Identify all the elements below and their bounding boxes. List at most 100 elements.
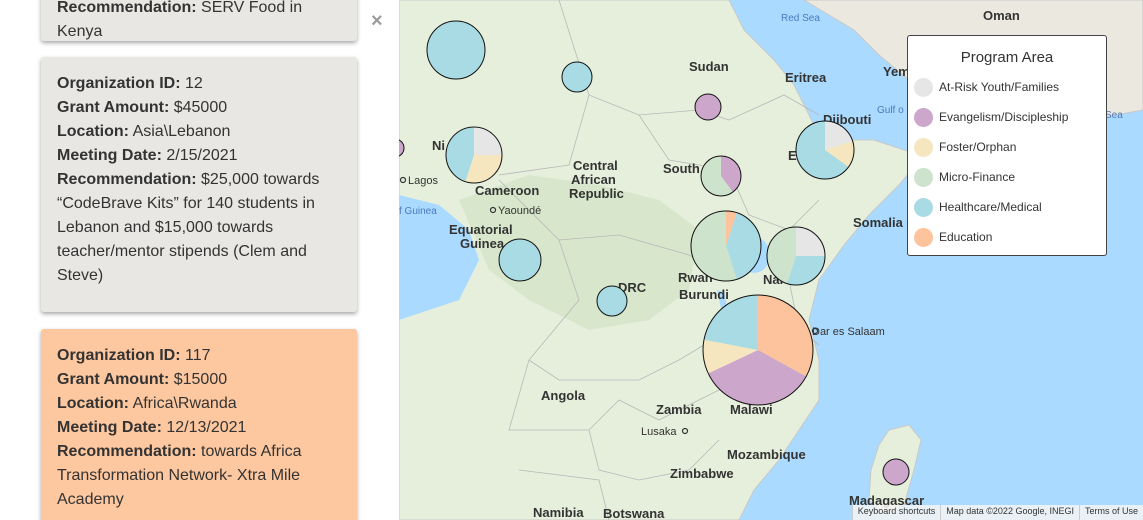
grant-pie-marker[interactable] [694, 93, 722, 121]
grant-card-selected[interactable]: Organization ID: 117 Grant Amount: $1500… [41, 329, 357, 520]
grant-pie-marker[interactable] [702, 294, 814, 406]
legend-item-foster: Foster/Orphan [908, 132, 1106, 162]
label-angola: Angola [541, 388, 586, 403]
label-car-3: Republic [569, 186, 624, 201]
pie-slice [721, 156, 742, 193]
grant-amount-row: Grant Amount: $45000 [57, 96, 341, 120]
forest-region [459, 175, 699, 330]
label-burundi: Burundi [679, 287, 729, 302]
city-dot-dar-es-salaam [811, 327, 819, 335]
recommendation-label: Recommendation: [57, 171, 197, 188]
label-madagascar: Madagascar [849, 493, 924, 508]
meeting-date-row: Meeting Date: 12/13/2021 [57, 416, 341, 440]
label-botswana: Botswana [603, 506, 665, 520]
pie-outline [561, 61, 593, 93]
grant-pie-marker[interactable] [426, 20, 486, 80]
legend-label: Evangelism/Discipleship [939, 110, 1069, 124]
recommendation-value: towards Africa Transformation Network- X… [57, 443, 302, 508]
pie-slice [726, 212, 761, 280]
org-id-label: Organization ID: [57, 75, 181, 92]
legend-title: Program Area [960, 49, 1054, 66]
label-cameroon: Cameroon [475, 183, 539, 198]
meeting-date-row: Meeting Date: 2/15/2021 [57, 144, 341, 168]
legend-swatch [914, 137, 933, 157]
pie-slice [446, 127, 474, 182]
meeting-date-label: Meeting Date: [57, 419, 162, 436]
label-mozambique: Mozambique [727, 447, 806, 462]
legend-swatch [914, 77, 933, 97]
grant-card[interactable]: Organization ID: 12 Grant Amount: $45000… [41, 57, 357, 312]
grant-markers[interactable] [399, 20, 910, 486]
org-id-value: 12 [185, 75, 203, 92]
city-dot-lagos [399, 176, 407, 184]
grant-pie-marker[interactable] [399, 139, 405, 157]
grant-pie-marker[interactable] [766, 226, 826, 286]
grant-pie-marker[interactable] [561, 61, 593, 93]
location-label: Location: [57, 395, 129, 412]
legend-swatch [914, 197, 933, 217]
pie-outline [694, 93, 722, 121]
pie-slice [695, 94, 721, 120]
location-value: Africa\Rwanda [132, 395, 237, 412]
label-ethiopia: E [788, 148, 797, 163]
pie-slice [499, 239, 541, 281]
keyboard-shortcuts-link[interactable]: Keyboard shortcuts [851, 505, 941, 520]
label-arabian-sea: Sea [1105, 110, 1123, 121]
grant-pie-marker[interactable] [700, 155, 742, 197]
label-car-1: Central [573, 158, 618, 173]
grant-pie-marker[interactable] [445, 126, 503, 184]
map-data-credit: Map data ©2022 Google, INEGI [940, 505, 1079, 520]
label-south-sudan: South [663, 161, 700, 176]
pie-outline [690, 210, 762, 282]
legend-swatch [914, 167, 933, 187]
label-lagos: Lagos [408, 175, 438, 187]
pie-slice [474, 127, 502, 155]
legend-item-education: Education [908, 222, 1106, 252]
label-gulf-of-guinea: f Guinea [399, 206, 437, 217]
meeting-date-label: Meeting Date: [57, 147, 162, 164]
pie-outline [700, 155, 742, 197]
gulf-of-guinea [399, 195, 479, 320]
recommendation-row: Recommendation: towards Africa Transform… [57, 440, 341, 512]
meeting-date-value: 12/13/2021 [166, 419, 247, 436]
label-malawi: Malawi [730, 402, 773, 417]
grant-card[interactable]: Recommendation: SERV Food in Kenya [41, 0, 357, 41]
label-car-2: African [571, 172, 616, 187]
terms-of-use-link[interactable]: Terms of Use [1078, 505, 1143, 520]
map-attribution: Keyboard shortcuts Map data ©2022 Google… [851, 505, 1143, 520]
grant-pie-marker[interactable] [795, 120, 855, 180]
recommendation-label: Recommendation: [57, 443, 197, 460]
pie-slice [883, 459, 909, 485]
program-area-legend: Program Area At-Risk Youth/Families Evan… [907, 35, 1107, 256]
recommendation-label: Recommendation: [57, 0, 197, 16]
pie-outline [399, 139, 405, 157]
pie-outline [702, 294, 814, 406]
grant-pie-marker[interactable] [498, 238, 542, 282]
pie-slice [701, 156, 733, 196]
pie-outline [426, 20, 486, 80]
legend-label: Foster/Orphan [939, 140, 1017, 154]
grant-pie-marker[interactable] [596, 285, 628, 317]
label-gulf-of-aden: Gulf o [877, 105, 904, 116]
pie-slice [787, 256, 825, 285]
grant-pie-marker[interactable] [882, 458, 910, 486]
label-oman: Oman [983, 8, 1020, 23]
label-yaounde: Yaoundé [498, 205, 541, 217]
close-icon[interactable]: × [371, 10, 383, 32]
meeting-date-value: 2/15/2021 [166, 147, 238, 164]
city-dot-yaounde [489, 206, 497, 214]
recommendation-value: $25,000 towards “CodeBrave Kits” for 140… [57, 171, 320, 284]
pie-slice [427, 21, 485, 79]
map-canvas[interactable]: Oman Sudan Eritrea Yemen Djibouti Centra… [399, 0, 1143, 520]
legend-label: Education [939, 230, 993, 244]
map-view[interactable]: Oman Sudan Eritrea Yemen Djibouti Centra… [399, 0, 1143, 520]
pie-slice [767, 227, 796, 284]
pie-slice [597, 286, 627, 316]
label-nigeria: Ni [432, 138, 445, 153]
location-label: Location: [57, 123, 129, 140]
legend-swatch [914, 227, 933, 247]
location-row: Location: Africa\Rwanda [57, 392, 341, 416]
grant-pie-marker[interactable] [690, 210, 762, 282]
pie-outline [882, 458, 910, 486]
label-somalia: Somalia [853, 215, 904, 230]
